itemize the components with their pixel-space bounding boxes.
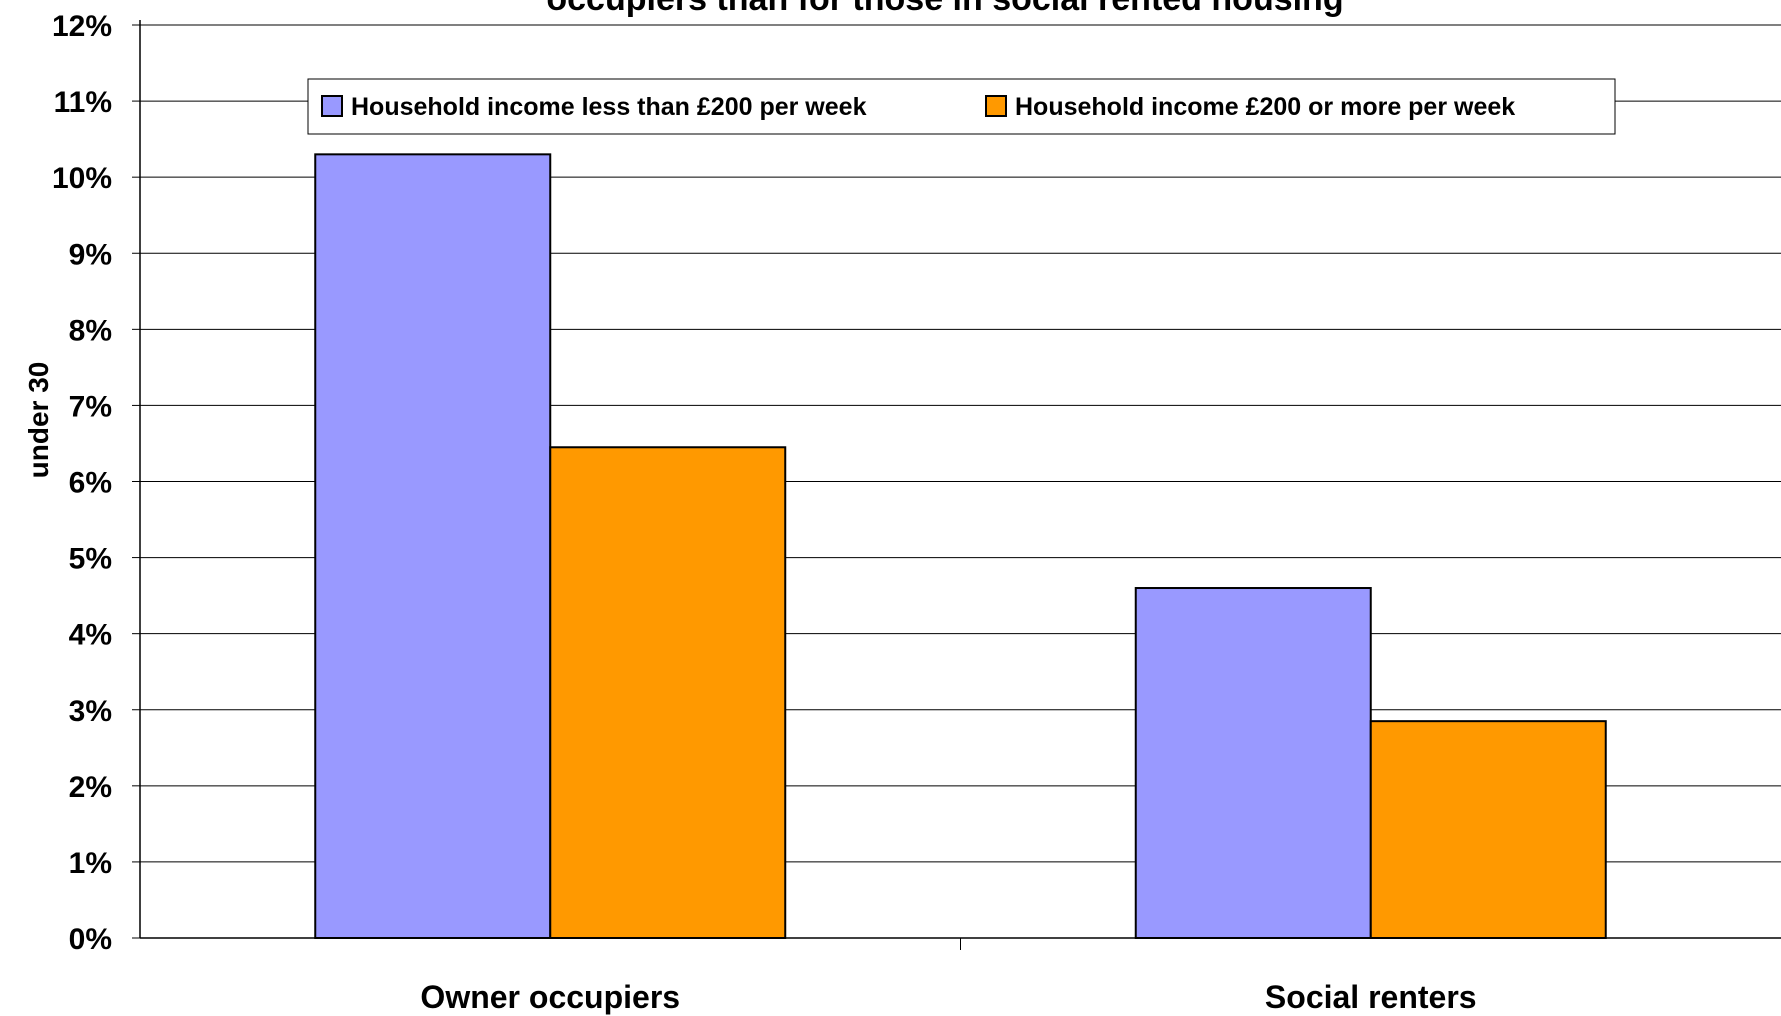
y-tick-label: 8% bbox=[69, 314, 112, 347]
legend-swatch bbox=[985, 95, 1007, 117]
y-tick-label: 6% bbox=[69, 467, 112, 500]
y-tick-label: 10% bbox=[52, 162, 112, 195]
y-tick-label: 1% bbox=[69, 847, 112, 880]
x-category-label: Owner occupiers bbox=[420, 979, 680, 1015]
chart-title: occupiers than for those in social rente… bbox=[546, 0, 1343, 18]
y-tick-label: 7% bbox=[69, 390, 112, 423]
legend: Household income less than £200 per week… bbox=[307, 78, 1616, 135]
x-category-labels: Owner occupiers Social renters bbox=[420, 979, 1476, 1015]
legend-label: Household income £200 or more per week bbox=[1015, 93, 1515, 121]
x-category-label: Social renters bbox=[1265, 979, 1477, 1015]
bar-low-income bbox=[1134, 587, 1372, 939]
bar-high-income bbox=[549, 446, 787, 939]
y-axis-label: under 30 bbox=[23, 362, 54, 479]
y-tick-label: 5% bbox=[69, 543, 112, 576]
bar-low-income bbox=[314, 153, 552, 939]
y-tick-label: 3% bbox=[69, 695, 112, 728]
legend-label: Household income less than £200 per week bbox=[351, 93, 867, 121]
y-tick-label: 11% bbox=[54, 86, 112, 119]
legend-box bbox=[307, 78, 1616, 135]
legend-swatch bbox=[321, 95, 343, 117]
y-tick-label: 9% bbox=[69, 238, 112, 271]
y-tick-label: 2% bbox=[69, 771, 112, 804]
y-tick-label: 0% bbox=[69, 923, 112, 956]
bar-high-income bbox=[1369, 720, 1607, 939]
y-tick-label: 4% bbox=[69, 619, 112, 652]
y-tick-labels: 0% 1% 2% 3% 4% 5% 6% 7% 8% 9% 10% 11% 12% bbox=[52, 10, 112, 956]
bars bbox=[314, 153, 1607, 939]
axes bbox=[132, 20, 1781, 950]
y-tick-label: 12% bbox=[52, 10, 112, 43]
